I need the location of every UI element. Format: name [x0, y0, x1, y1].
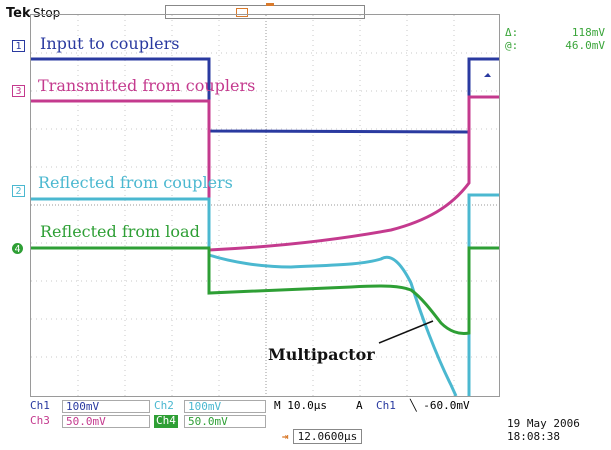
label-reflected-from-load: Reflected from load: [40, 222, 200, 241]
ch3-scale[interactable]: 50.0mV: [62, 415, 150, 428]
delta-symbol: Δ:: [505, 26, 519, 39]
delta-value: 118mV: [571, 26, 605, 39]
label-transmitted-from-couplers: Transmitted from couplers: [38, 76, 256, 95]
center-crosshair: [31, 15, 499, 396]
trigger-position-icon: ⇥: [282, 430, 289, 443]
timebase-setting[interactable]: M 10.0μs: [274, 399, 327, 412]
trigger-position-readout[interactable]: ⇥ 12.0600μs: [282, 429, 363, 445]
at-symbol: @:: [505, 39, 519, 52]
trigger-position-marker: [266, 3, 274, 6]
trigger-level-arrow: [484, 73, 491, 77]
trace-ch1-input: [31, 57, 499, 134]
ch2-name[interactable]: Ch2: [154, 399, 174, 412]
ch4-scale[interactable]: 50.0mV: [184, 415, 266, 428]
oscilloscope-screen[interactable]: [30, 14, 500, 397]
trigger-position-value: 12.0600μs: [292, 429, 363, 444]
top-status-bar: Tek Stop: [0, 0, 611, 22]
waveform-display: [31, 15, 499, 396]
ch3-ground-marker[interactable]: 3: [12, 85, 25, 97]
trigger-source[interactable]: Ch1: [376, 399, 396, 412]
cursor-readout: Δ: 118mV @: 46.0mV: [505, 26, 605, 52]
trigger-level[interactable]: ╲ -60.0mV: [410, 399, 470, 412]
ch1-ground-marker[interactable]: 1: [12, 40, 25, 52]
ch4-name[interactable]: Ch4: [154, 414, 178, 428]
label-multipactor: Multipactor: [268, 345, 375, 364]
label-reflected-from-couplers: Reflected from couplers: [38, 173, 233, 192]
brand-label: Tek: [6, 6, 31, 21]
ch1-name[interactable]: Ch1: [30, 399, 50, 412]
ch1-scale[interactable]: 100mV: [62, 400, 150, 413]
ch2-scale[interactable]: 100mV: [184, 400, 266, 413]
channel-settings-bar: Ch1 100mV Ch2 100mV M 10.0μs A Ch1 ╲ -60…: [30, 398, 500, 450]
label-input-to-couplers: Input to couplers: [40, 34, 180, 53]
date-label: 19 May 2006: [507, 417, 580, 430]
trace-ch4-reflected-load: [31, 246, 499, 335]
record-window-indicator[interactable]: [236, 8, 248, 17]
trigger-mode[interactable]: A: [356, 399, 363, 412]
record-length-bar[interactable]: [165, 3, 365, 19]
acquisition-status[interactable]: Stop: [33, 6, 61, 20]
ch4-ground-marker[interactable]: 4: [12, 243, 23, 255]
ch2-ground-marker[interactable]: 2: [12, 185, 25, 197]
multipactor-arrow: [378, 320, 434, 344]
date-time-stamp: 19 May 2006 18:08:38: [507, 417, 580, 443]
time-label: 18:08:38: [507, 430, 560, 443]
at-value: 46.0mV: [565, 39, 605, 52]
ch3-name[interactable]: Ch3: [30, 414, 50, 427]
trace-ch3-transmitted: [31, 95, 499, 252]
